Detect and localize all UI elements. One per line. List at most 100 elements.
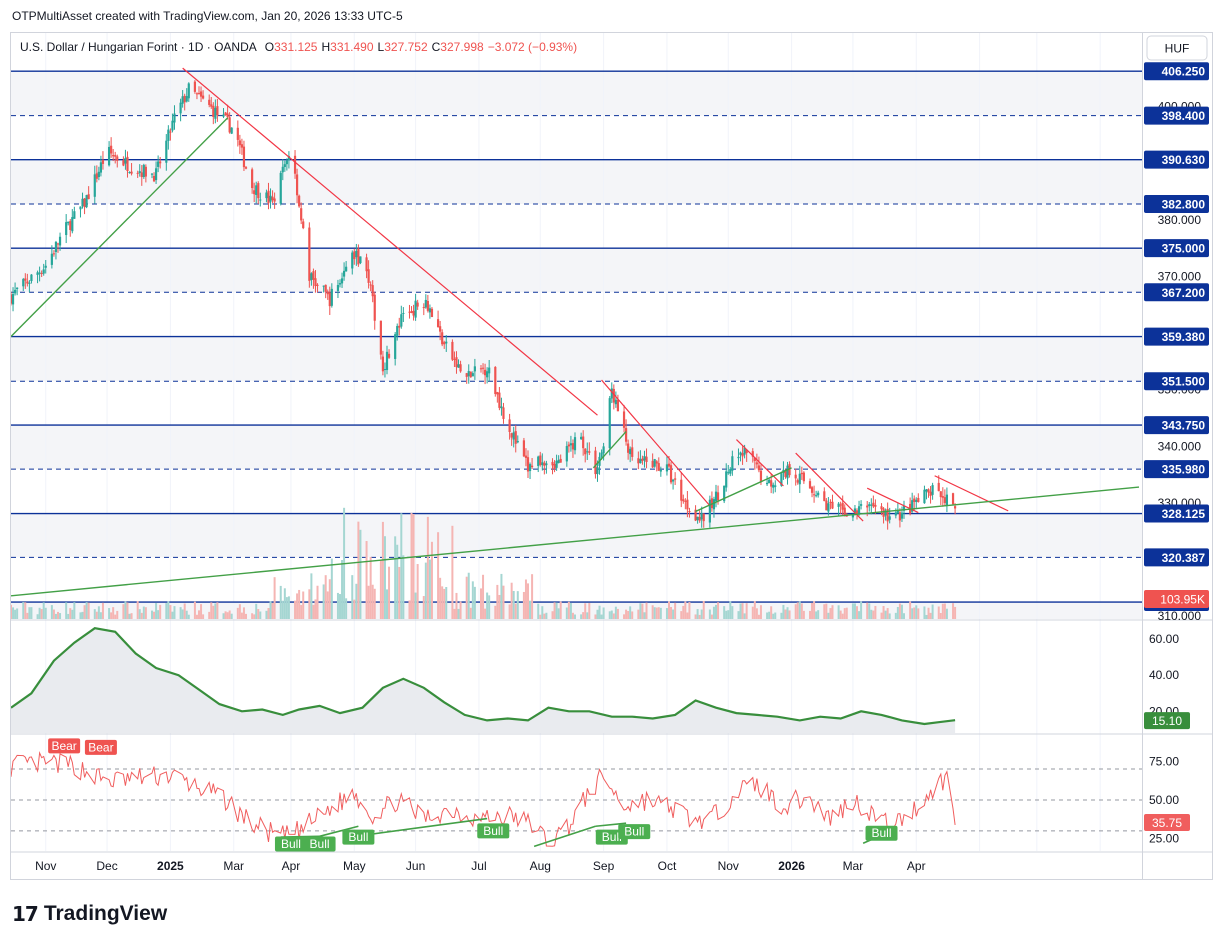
candle-body bbox=[627, 443, 630, 453]
volume-bar bbox=[208, 611, 211, 619]
trendline-red[interactable] bbox=[736, 439, 784, 487]
level-price-badge[interactable] bbox=[1144, 460, 1209, 479]
candle-body bbox=[665, 464, 669, 472]
candle-body bbox=[602, 446, 605, 454]
candle-body bbox=[436, 319, 440, 328]
level-price-badge[interactable] bbox=[1144, 283, 1209, 302]
level-price-badge[interactable] bbox=[1144, 416, 1209, 435]
bull-label bbox=[477, 823, 510, 839]
volume-bar bbox=[657, 607, 660, 619]
volume-bar bbox=[672, 609, 675, 619]
trendline-green[interactable] bbox=[695, 467, 792, 513]
candle-body bbox=[36, 272, 39, 275]
candle-body bbox=[79, 206, 82, 210]
candle-body bbox=[667, 463, 671, 467]
volume-bar bbox=[598, 605, 601, 619]
candle-body bbox=[283, 164, 286, 167]
candle-body bbox=[929, 491, 932, 496]
level-price-badge[interactable] bbox=[1144, 194, 1209, 213]
volume-bar bbox=[856, 606, 858, 619]
trendline-red[interactable] bbox=[182, 67, 598, 416]
candle-body bbox=[171, 120, 174, 131]
candle-body bbox=[716, 492, 720, 501]
volume-bar bbox=[426, 516, 429, 619]
currency-button-label: HUF bbox=[1165, 42, 1190, 56]
trendline-green[interactable] bbox=[592, 431, 627, 469]
trendline-red[interactable] bbox=[601, 379, 711, 507]
bear-label-text: Bear bbox=[51, 739, 76, 753]
candle-body bbox=[24, 278, 27, 281]
tradingview-logo[interactable]: 17 TradingView bbox=[12, 902, 167, 926]
trendline-green[interactable] bbox=[10, 486, 1140, 597]
trendline-red[interactable] bbox=[795, 452, 864, 522]
bear-label bbox=[48, 738, 81, 754]
candle-body bbox=[214, 107, 217, 119]
price-tick-label: 380.000 bbox=[1158, 213, 1202, 227]
candle-body bbox=[712, 499, 716, 510]
price-axis[interactable]: 400.000390.000380.000370.000360.000350.0… bbox=[1144, 62, 1209, 846]
volume-bar bbox=[567, 601, 570, 619]
currency-button[interactable]: HUF bbox=[1146, 35, 1208, 61]
candle-body bbox=[943, 497, 946, 503]
candle-body bbox=[50, 253, 53, 265]
chart-frame[interactable]: Bear Bear Bull Bull Bull Bull Bull Bull Bull 400… bbox=[9, 26, 1213, 880]
volume-bar bbox=[941, 603, 944, 619]
volume-bar bbox=[643, 612, 646, 619]
level-price-badge[interactable] bbox=[1144, 504, 1209, 523]
level-price-badge[interactable] bbox=[1144, 62, 1209, 81]
trendline-green[interactable] bbox=[10, 117, 229, 337]
candle-body bbox=[868, 504, 871, 507]
trendline-red[interactable] bbox=[934, 475, 1009, 512]
candle-body bbox=[839, 504, 842, 506]
candle-body bbox=[639, 459, 642, 464]
candle-body bbox=[338, 283, 342, 285]
level-price-badge[interactable] bbox=[1144, 548, 1209, 567]
volume-bar bbox=[798, 601, 801, 619]
candle-body bbox=[116, 156, 119, 161]
level-price-badge[interactable] bbox=[1144, 372, 1209, 391]
volume-bar bbox=[868, 603, 871, 619]
candle-body bbox=[97, 171, 100, 178]
volume-bar bbox=[586, 612, 589, 619]
volume-bar bbox=[353, 599, 356, 619]
candle-body bbox=[381, 356, 385, 372]
volume-bar bbox=[257, 609, 260, 619]
candle-body bbox=[553, 463, 556, 469]
volume-bar bbox=[802, 610, 805, 619]
level-price-badge[interactable] bbox=[1144, 239, 1209, 258]
volume-bar bbox=[193, 601, 196, 619]
legend-open-value: 331.125 bbox=[274, 40, 318, 54]
candle-body bbox=[300, 208, 303, 221]
candle-body bbox=[911, 500, 914, 512]
volume-bar bbox=[682, 605, 685, 619]
candle-body bbox=[122, 160, 125, 166]
level-price-badge[interactable] bbox=[1144, 327, 1209, 346]
candle-body bbox=[614, 399, 617, 405]
volume-bar bbox=[394, 536, 397, 619]
level-price-badge[interactable] bbox=[1144, 106, 1209, 125]
candle-body bbox=[573, 437, 577, 451]
volume-bar bbox=[674, 602, 677, 619]
volume-bar bbox=[813, 601, 816, 619]
candle-body bbox=[486, 371, 489, 378]
volume-bar bbox=[723, 606, 726, 619]
candle-body bbox=[917, 497, 920, 503]
candle-body bbox=[281, 166, 284, 173]
candle-body bbox=[56, 243, 60, 245]
candle-body bbox=[38, 272, 41, 274]
volume-bar bbox=[240, 612, 243, 619]
trendlines[interactable] bbox=[10, 67, 1140, 597]
volume-bar bbox=[909, 601, 912, 619]
time-axis[interactable]: Nov Dec 2025 Mar Apr May Jun Jul Aug Sep Oct Nov 202… bbox=[35, 859, 926, 873]
volume-bar bbox=[588, 603, 591, 619]
volume-bar bbox=[796, 602, 799, 619]
volume-bar bbox=[469, 607, 472, 619]
volume-bar bbox=[727, 610, 730, 619]
candle-body bbox=[414, 300, 417, 318]
candle-body bbox=[859, 504, 863, 506]
level-price-badge[interactable] bbox=[1144, 150, 1209, 169]
candle-body bbox=[629, 448, 632, 455]
candle-body bbox=[600, 452, 603, 457]
candle-body bbox=[81, 198, 84, 207]
